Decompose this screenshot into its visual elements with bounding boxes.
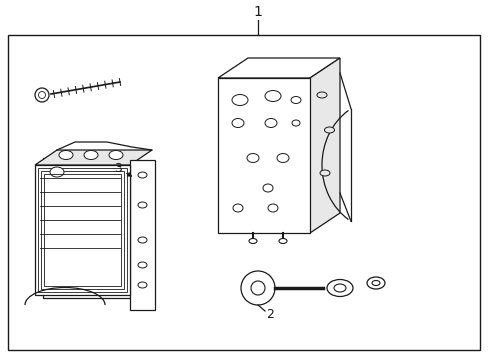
Bar <box>38 168 127 292</box>
Ellipse shape <box>371 280 379 285</box>
Ellipse shape <box>267 204 278 212</box>
Ellipse shape <box>366 277 384 289</box>
Ellipse shape <box>264 118 276 127</box>
Ellipse shape <box>138 262 147 268</box>
Bar <box>44 174 121 286</box>
Ellipse shape <box>231 118 244 127</box>
Circle shape <box>250 281 264 295</box>
Ellipse shape <box>138 237 147 243</box>
Ellipse shape <box>333 284 346 292</box>
Bar <box>130 160 155 310</box>
Ellipse shape <box>263 184 272 192</box>
Ellipse shape <box>264 90 281 102</box>
Ellipse shape <box>246 153 259 162</box>
Ellipse shape <box>138 172 147 178</box>
Ellipse shape <box>232 204 243 212</box>
Circle shape <box>241 271 274 305</box>
Ellipse shape <box>279 239 286 243</box>
Ellipse shape <box>59 150 73 159</box>
Ellipse shape <box>138 202 147 208</box>
Bar <box>43 158 135 298</box>
Ellipse shape <box>50 167 64 177</box>
Circle shape <box>35 88 49 102</box>
Ellipse shape <box>319 170 329 176</box>
Ellipse shape <box>231 95 247 105</box>
Text: 1: 1 <box>253 5 262 19</box>
Ellipse shape <box>291 120 299 126</box>
Text: 2: 2 <box>265 309 273 321</box>
Ellipse shape <box>316 92 326 98</box>
Ellipse shape <box>326 279 352 297</box>
Ellipse shape <box>138 282 147 288</box>
Ellipse shape <box>109 150 123 159</box>
Ellipse shape <box>248 239 257 243</box>
Ellipse shape <box>276 153 288 162</box>
Polygon shape <box>309 58 339 233</box>
Polygon shape <box>35 150 152 165</box>
Polygon shape <box>218 58 339 78</box>
Bar <box>218 78 309 233</box>
Text: 3: 3 <box>114 162 122 175</box>
Bar <box>8 35 479 350</box>
Ellipse shape <box>324 127 334 133</box>
Bar <box>35 165 130 295</box>
Circle shape <box>39 91 45 99</box>
Ellipse shape <box>84 150 98 159</box>
Ellipse shape <box>290 96 301 104</box>
Bar <box>41 171 124 289</box>
